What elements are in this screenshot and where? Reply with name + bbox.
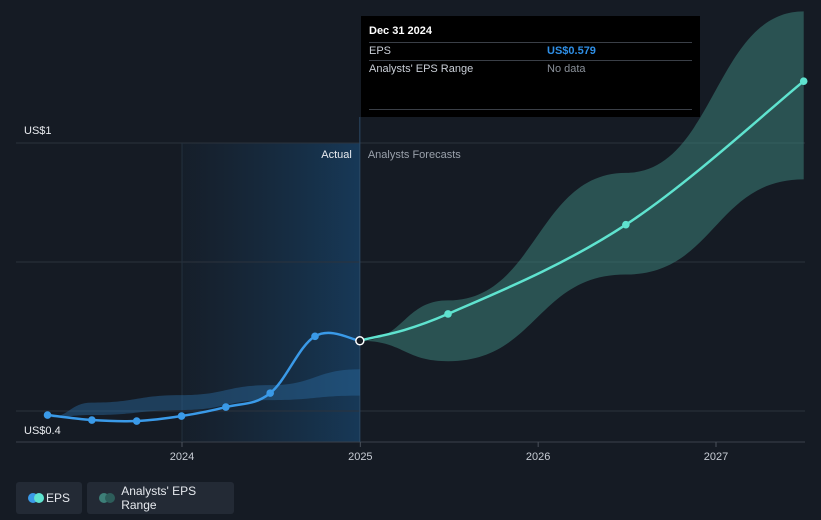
- tooltip-range-row: Analysts' EPS Range No data: [369, 60, 692, 78]
- x-tick-label: 2025: [348, 451, 372, 463]
- tooltip-range-label: Analysts' EPS Range: [369, 63, 474, 75]
- tooltip-eps-label: EPS: [369, 45, 392, 57]
- actual-range-band: [47, 369, 360, 418]
- legend-range-label: Analysts' EPS Range: [121, 484, 197, 512]
- tooltip-eps-value: US$0.579: [547, 45, 596, 57]
- range-legend-icon: [99, 493, 115, 503]
- forecast-range-band: [359, 11, 804, 362]
- eps-actual-point: [88, 416, 96, 424]
- actual-section-label: Actual: [321, 149, 352, 161]
- legend-eps-label: EPS: [45, 491, 70, 505]
- eps-actual-point: [132, 417, 141, 425]
- eps-actual-line: [46, 331, 362, 423]
- eps-forecast-point: [444, 310, 452, 318]
- eps-forecast-point: [799, 77, 808, 85]
- tooltip-divider: [369, 109, 692, 110]
- forecast-section-label: Analysts Forecasts: [368, 149, 461, 161]
- legend-item-range[interactable]: Analysts' EPS Range: [87, 482, 234, 514]
- tooltip-eps-row: EPS US$0.579: [369, 42, 692, 60]
- eps-forecast-point: [622, 220, 630, 229]
- x-tick-label: 2027: [704, 451, 728, 463]
- tooltip-date: Dec 31 2024: [369, 25, 432, 37]
- eps-forecast-line: [358, 79, 805, 343]
- legend-item-eps[interactable]: EPS: [16, 482, 82, 514]
- x-tick-label: 2026: [526, 451, 550, 463]
- eps-actual-point: [43, 411, 52, 419]
- y-tick-label: US$0.4: [24, 425, 61, 437]
- eps-current-point: [355, 336, 365, 346]
- eps-actual-point: [222, 403, 230, 411]
- eps-actual-point: [177, 412, 186, 420]
- eps-legend-icon: [28, 493, 44, 503]
- eps-actual-point: [266, 389, 274, 397]
- y-tick-label: US$1: [24, 125, 52, 137]
- x-tick-label: 2024: [170, 451, 194, 463]
- tooltip: Dec 31 2024 EPS US$0.579 Analysts' EPS R…: [361, 16, 700, 117]
- eps-actual-point: [311, 332, 319, 341]
- tooltip-range-value: No data: [547, 63, 586, 75]
